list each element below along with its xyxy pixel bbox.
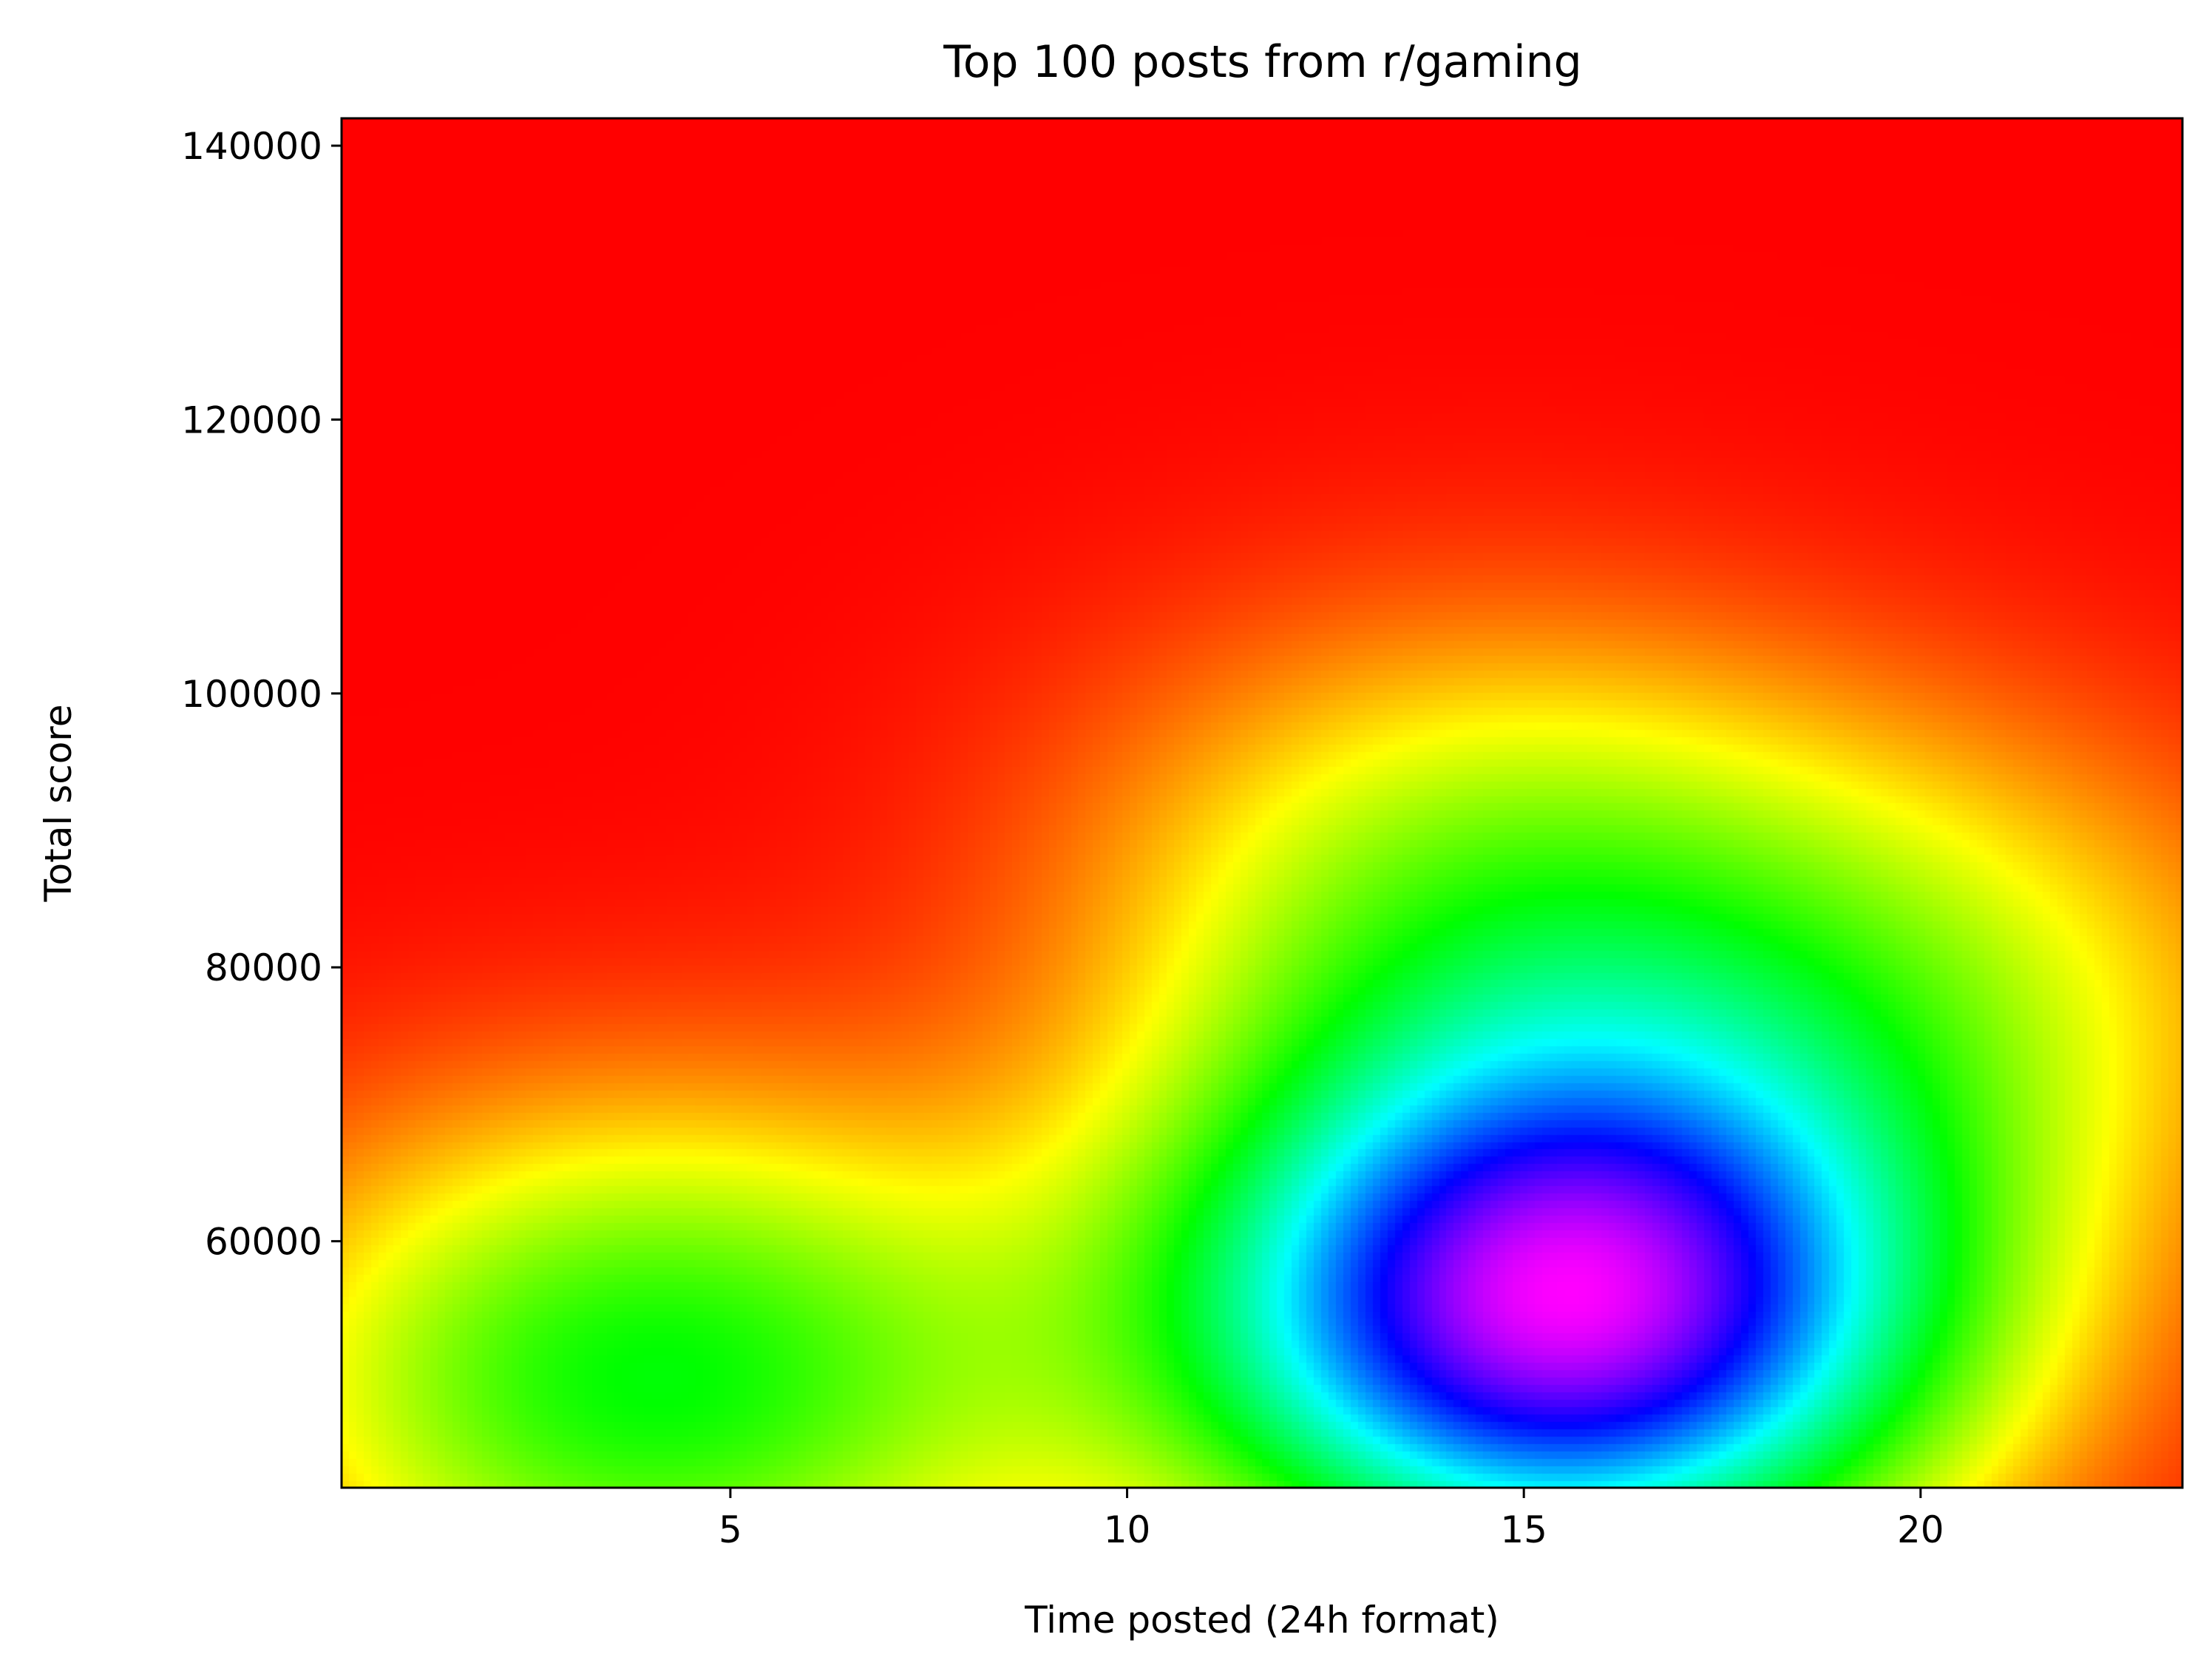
y-tick-label: 140000 [181,125,322,168]
x-axis-label: Time posted (24h format) [1024,1599,1499,1642]
chart-title: Top 100 posts from r/gaming [943,36,1582,88]
y-axis-label: Total score [37,704,80,902]
plot-frame [340,117,2184,1489]
y-tick-label: 80000 [205,946,322,989]
y-tick-label: 60000 [205,1221,322,1264]
heatmap-area [342,118,2182,1488]
x-axis: 5 10 15 20 [719,1488,1944,1551]
heatmap-canvas [342,118,2182,1488]
x-tick-label: 20 [1897,1508,1944,1551]
x-tick-label: 15 [1500,1508,1547,1551]
x-tick-label: 5 [719,1508,742,1551]
y-axis: 60000 80000 100000 120000 140000 [181,125,342,1264]
y-tick-label: 120000 [181,399,322,441]
x-tick-label: 10 [1104,1508,1151,1551]
y-tick-label: 100000 [181,673,322,716]
